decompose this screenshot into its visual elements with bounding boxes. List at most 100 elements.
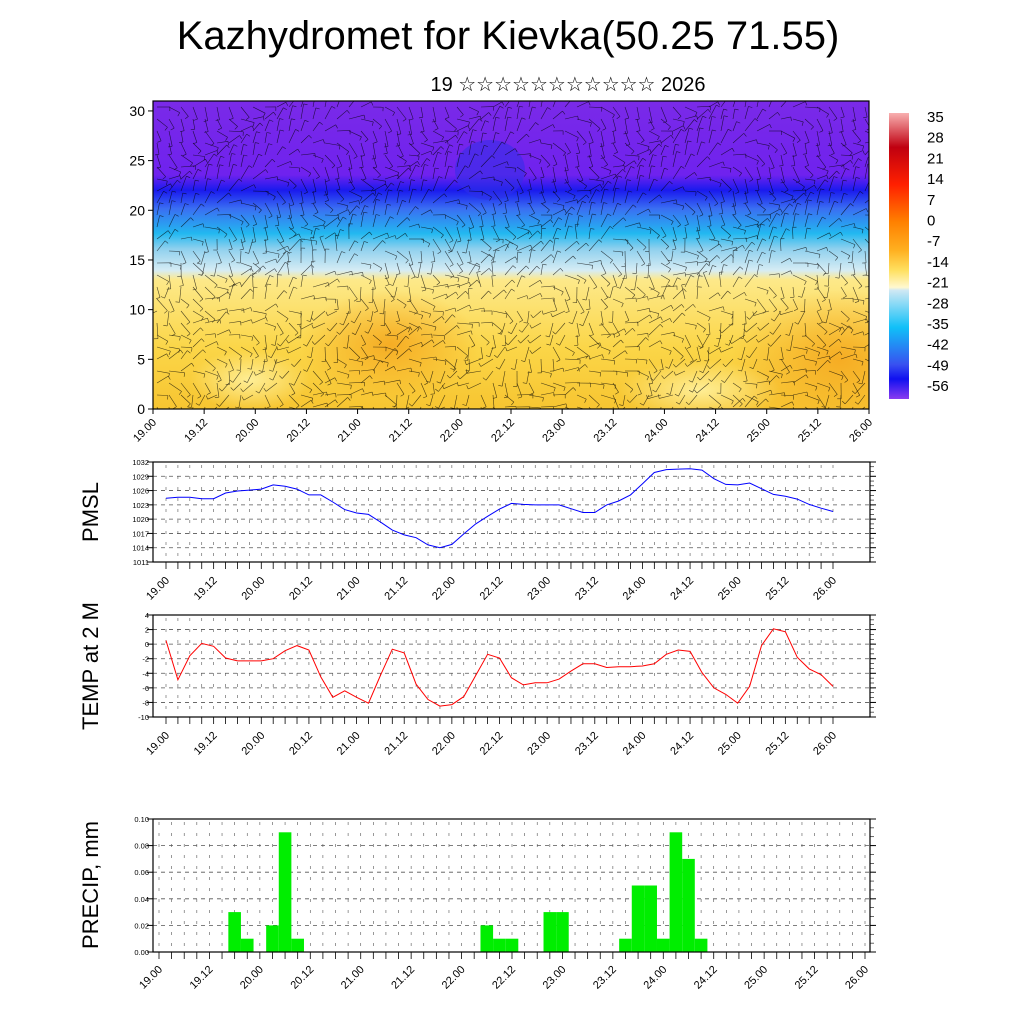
wind-barb <box>348 253 355 264</box>
wind-barb-flag <box>742 244 745 249</box>
wind-barb-flag <box>403 285 408 287</box>
wind-barb <box>609 286 614 298</box>
wind-barb-flag <box>387 232 389 237</box>
wind-barb <box>816 262 827 274</box>
wind-barb <box>216 370 222 381</box>
wind-barb-flag <box>561 291 564 296</box>
wind-barb <box>348 388 363 396</box>
wind-barb-flag <box>291 393 296 396</box>
wind-barb-flag <box>458 199 460 204</box>
wind-barb <box>468 382 482 390</box>
wind-barb-flag <box>594 418 597 420</box>
wind-barb <box>576 298 585 313</box>
wind-barb <box>276 245 288 252</box>
wind-barb <box>852 286 860 302</box>
wind-barb-flag <box>630 166 635 169</box>
wind-barb <box>600 154 608 165</box>
wind-barb <box>612 262 622 275</box>
wind-barb <box>564 367 579 372</box>
wind-barb <box>520 334 530 344</box>
wind-barb-flag <box>274 326 276 331</box>
wind-barb <box>672 226 677 241</box>
wind-barb <box>708 292 719 300</box>
wind-barb-flag <box>665 366 670 369</box>
wind-barb <box>864 238 869 244</box>
wind-barb <box>288 394 300 406</box>
wind-barb-flag <box>703 328 706 333</box>
wind-barb-flag <box>421 342 423 347</box>
wind-barb <box>180 322 191 334</box>
wind-barb <box>264 250 280 255</box>
wind-barb <box>456 144 460 156</box>
wind-barb <box>528 106 533 120</box>
wind-barb-flag <box>826 113 829 118</box>
wind-barb <box>744 235 758 240</box>
wind-barb <box>348 200 359 204</box>
wind-barb-flag <box>289 227 294 230</box>
wind-barb <box>168 106 180 113</box>
wind-barb <box>731 334 746 344</box>
wind-barb <box>780 142 788 154</box>
wind-barb <box>659 394 674 399</box>
wind-barb <box>497 346 506 358</box>
wind-barb <box>828 192 832 204</box>
wind-barb <box>429 394 434 406</box>
wind-barb <box>792 368 807 372</box>
wind-barb-flag <box>556 359 561 362</box>
wind-barb-flag <box>226 308 228 313</box>
wind-barb <box>720 178 732 190</box>
wind-barb <box>454 394 458 409</box>
wind-barb-flag <box>815 386 818 391</box>
wind-barb <box>624 154 640 157</box>
wind-barb <box>276 274 279 288</box>
wind-barb <box>792 274 807 282</box>
wind-barb <box>660 284 668 300</box>
wind-barb-flag <box>430 209 433 214</box>
wind-barb-flag <box>438 176 443 179</box>
wind-barb <box>780 364 791 372</box>
wind-barb <box>708 243 720 252</box>
wind-barb-flag <box>178 391 182 395</box>
wind-barb-flag <box>436 282 440 286</box>
wind-barb-flag <box>486 342 490 346</box>
wind-barb-flag <box>737 97 741 98</box>
wind-barb <box>288 310 302 314</box>
wind-barb-flag <box>353 298 358 302</box>
wind-barb <box>372 232 388 240</box>
wind-barb-flag <box>239 135 243 139</box>
wind-barb-flag <box>478 358 483 360</box>
wind-barb <box>300 382 313 390</box>
wind-barb-flag <box>688 390 693 393</box>
wind-barb <box>324 106 332 120</box>
wind-barb-flag <box>269 119 274 122</box>
wind-barb-flag <box>649 308 651 313</box>
wind-barb <box>643 394 650 406</box>
wind-barb-flag <box>558 217 563 220</box>
wind-barb <box>336 251 342 264</box>
wind-barb <box>684 153 692 168</box>
wind-barb-flag <box>507 116 512 119</box>
wind-barb-flag <box>564 208 567 213</box>
colorbar-label: 14 <box>927 171 944 188</box>
wind-barb <box>240 226 246 242</box>
wind-barb-flag <box>186 321 191 325</box>
wind-barb <box>725 358 734 367</box>
wind-barb-flag <box>362 178 367 181</box>
wind-barb-flag <box>562 368 565 372</box>
wind-barb-flag <box>821 406 826 408</box>
wind-barb-flag <box>243 308 245 313</box>
wind-barb-flag <box>573 411 575 415</box>
wind-barb-flag <box>233 164 238 166</box>
wind-barb <box>684 226 688 238</box>
wind-barb-flag <box>243 144 248 146</box>
wind-barb-flag <box>736 121 741 124</box>
wind-barb-flag <box>441 316 445 320</box>
wind-barb <box>480 334 490 343</box>
wind-barb <box>480 176 494 180</box>
wind-barb <box>264 303 276 312</box>
wind-barb <box>476 272 482 288</box>
wind-barb-flag <box>277 253 280 258</box>
x-tick-label: 21.12 <box>382 730 410 758</box>
wind-barb <box>768 166 772 179</box>
wind-barb <box>228 250 235 261</box>
